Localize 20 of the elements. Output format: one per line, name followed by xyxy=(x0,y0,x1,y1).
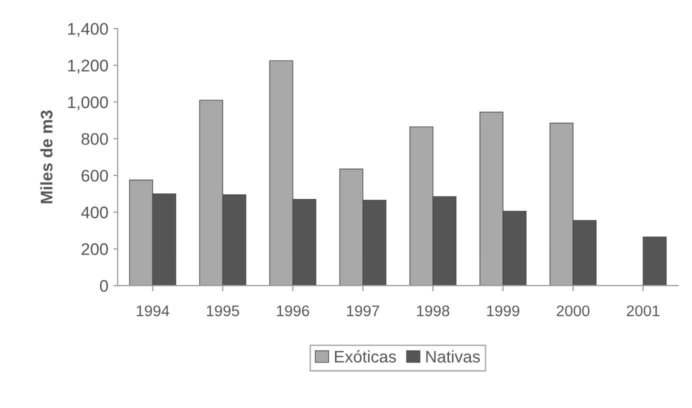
y-tick-label: 1,400 xyxy=(68,22,108,37)
y-tick-label: 1,000 xyxy=(68,96,108,110)
x-tick-label: 1994 xyxy=(136,305,170,316)
y-tick-label: 600 xyxy=(82,170,108,182)
x-tick-label: 1998 xyxy=(417,305,450,316)
bar xyxy=(642,236,667,286)
x-tick-label: 2000 xyxy=(556,305,590,316)
y-axis-title: Miles de m3 xyxy=(40,110,53,204)
x-tick-label: 2001 xyxy=(626,305,660,316)
x-tick-label: 1995 xyxy=(206,305,240,316)
y-tick-label: 0 xyxy=(100,280,108,292)
y-tick-label: 800 xyxy=(82,133,108,145)
legend-label: Nativas xyxy=(426,350,480,363)
y-tick-label: 200 xyxy=(82,243,108,256)
x-tick-label: 1996 xyxy=(276,305,310,316)
x-tick-label: 1997 xyxy=(347,305,380,316)
legend-label: Exóticas xyxy=(334,350,396,363)
x-tick-label: 1999 xyxy=(487,305,520,316)
y-tick-label: 400 xyxy=(81,206,108,218)
y-tick-label: 1,200 xyxy=(68,60,108,74)
